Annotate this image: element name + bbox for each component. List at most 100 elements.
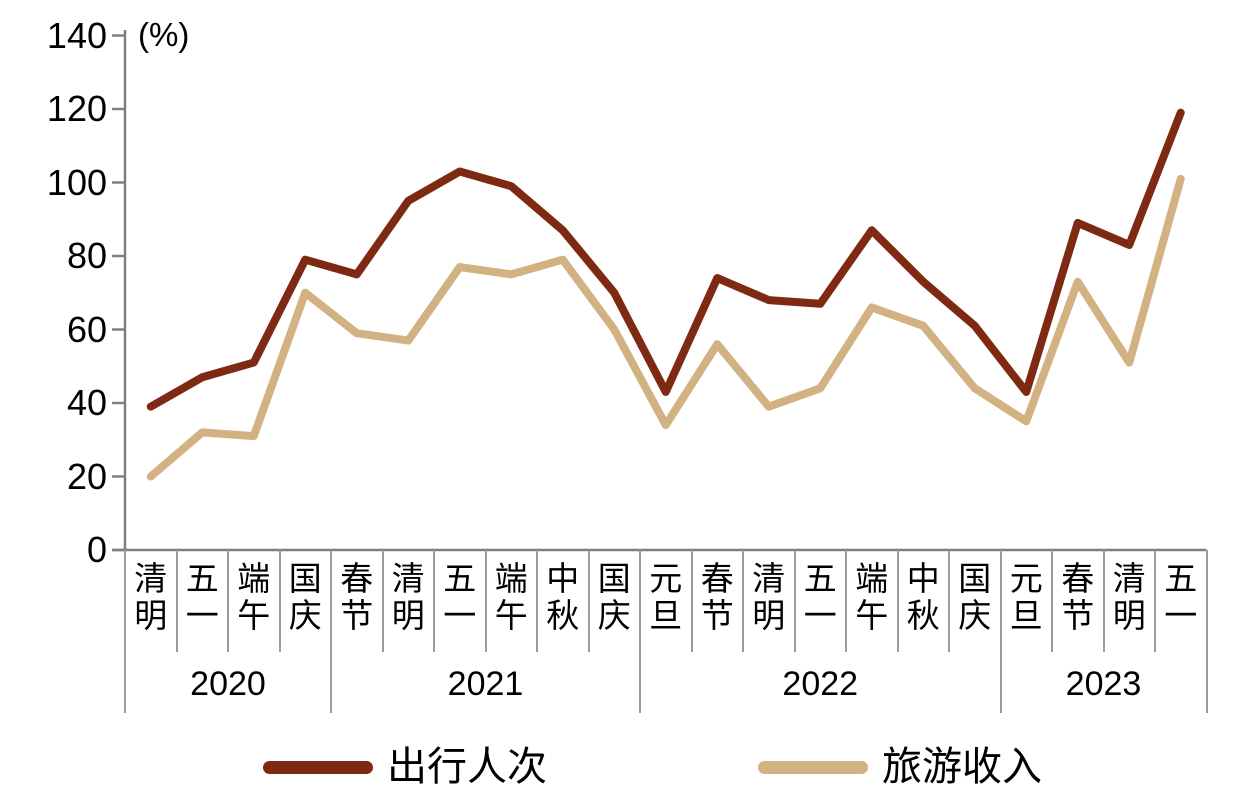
legend: 出行人次 旅游收入: [0, 740, 1233, 795]
year-label: 2020: [190, 665, 266, 703]
x-label-char: 春: [340, 560, 374, 597]
label-separator: [433, 550, 435, 652]
x-label-char: 五: [185, 560, 219, 597]
year-label: 2021: [447, 665, 524, 703]
trips-line-swatch: [263, 761, 373, 774]
label-separator: [793, 550, 796, 652]
x-label-char: 端: [855, 560, 889, 597]
x-label-cell: 端午: [486, 560, 538, 660]
legend-label-trips: 出行人次: [387, 745, 547, 789]
y-tick-label: 40: [66, 382, 107, 423]
year-boundary-line: [124, 550, 126, 713]
x-label-char: 端: [237, 560, 271, 597]
x-label-cell: 中秋: [537, 560, 589, 660]
label-separator: [948, 550, 950, 652]
x-label-char: 端: [494, 560, 528, 597]
x-label-cell: 五一: [1155, 560, 1207, 660]
x-label-char: 节: [340, 597, 374, 634]
x-label-cell: 清明: [383, 560, 435, 660]
label-separator: [1102, 550, 1105, 652]
x-label-char: 秋: [546, 597, 580, 634]
x-label-char: 五: [443, 560, 477, 597]
x-label-char: 旦: [1009, 597, 1043, 634]
year-boundary-line: [1205, 550, 1208, 713]
label-separator: [227, 550, 229, 652]
x-label-char: 春: [1061, 560, 1095, 597]
x-label-char: 清: [752, 560, 786, 597]
x-label-char: 明: [391, 597, 425, 634]
x-label-char: 中: [546, 560, 580, 597]
label-separator: [742, 550, 744, 652]
x-label-char: 庆: [288, 597, 322, 634]
x-label-cell: 春节: [1052, 560, 1104, 660]
year-boundary-line: [330, 550, 332, 713]
x-label-char: 春: [700, 560, 734, 597]
x-label-char: 清: [134, 560, 168, 597]
x-label-char: 国: [597, 560, 631, 597]
y-axis-unit-label: (%): [138, 16, 190, 53]
label-separator: [1051, 550, 1053, 652]
x-label-char: 中: [906, 560, 940, 597]
label-separator: [896, 550, 899, 652]
legend-item-trips: 出行人次: [263, 740, 547, 795]
y-tick-label: 100: [46, 161, 107, 203]
x-label-cell: 五一: [177, 560, 229, 660]
label-separator: [536, 550, 538, 652]
x-label-char: 清: [391, 560, 425, 597]
x-label-cell: 五一: [795, 560, 847, 660]
y-tick-label: 140: [46, 14, 107, 56]
x-label-char: 秋: [906, 597, 940, 634]
x-label-char: 午: [237, 597, 271, 634]
x-label-cell: 五一: [434, 560, 486, 660]
travel-trips-line: [146, 108, 1185, 411]
x-label-cell: 中秋: [898, 560, 950, 660]
x-label-cell: 清明: [1104, 560, 1156, 660]
x-label-char: 午: [855, 597, 889, 634]
x-label-char: 明: [1112, 597, 1146, 634]
x-label-char: 节: [1061, 597, 1095, 634]
x-label-cell: 春节: [692, 560, 744, 660]
x-label-cell: 端午: [228, 560, 280, 660]
year-label: 2023: [1065, 665, 1142, 703]
x-label-char: 明: [134, 597, 168, 634]
y-tick-label: 60: [66, 308, 107, 350]
x-label-char: 午: [494, 597, 528, 634]
x-label-char: 旦: [649, 597, 683, 634]
x-label-cell: 清明: [743, 560, 795, 660]
x-label-char: 节: [700, 597, 734, 634]
x-label-cell: 国庆: [280, 560, 332, 660]
label-separator: [587, 550, 590, 652]
x-label-cell: 元旦: [640, 560, 692, 660]
year-boundary-line: [639, 550, 641, 713]
x-label-char: 元: [1009, 560, 1043, 597]
year-label: 2022: [782, 665, 859, 703]
tourism-revenue-line: [146, 174, 1185, 481]
label-separator: [690, 550, 693, 652]
label-separator: [175, 550, 178, 652]
x-label-char: 清: [1112, 560, 1146, 597]
label-separator: [1154, 550, 1156, 652]
x-label-char: 国: [958, 560, 992, 597]
label-separator: [845, 550, 847, 652]
axes: [112, 30, 1207, 552]
x-label-char: 一: [185, 597, 219, 634]
y-tick-label: 120: [46, 88, 107, 129]
legend-item-revenue: 旅游收入: [758, 740, 1042, 795]
label-separator: [278, 550, 281, 652]
y-tick-label: 80: [66, 235, 107, 276]
y-tick-label: 0: [86, 529, 107, 570]
x-label-char: 五: [803, 560, 837, 597]
x-label-cell: 国庆: [949, 560, 1001, 660]
revenue-line-swatch: [758, 761, 868, 774]
x-label-char: 庆: [958, 597, 992, 634]
x-label-cell: 春节: [331, 560, 383, 660]
x-label-char: 一: [443, 597, 477, 634]
x-label-char: 国: [288, 560, 322, 597]
x-label-char: 元: [649, 560, 683, 597]
x-label-char: 一: [803, 597, 837, 634]
legend-label-revenue: 旅游收入: [882, 745, 1042, 789]
x-label-cell: 元旦: [1001, 560, 1053, 660]
x-label-char: 明: [752, 597, 786, 634]
